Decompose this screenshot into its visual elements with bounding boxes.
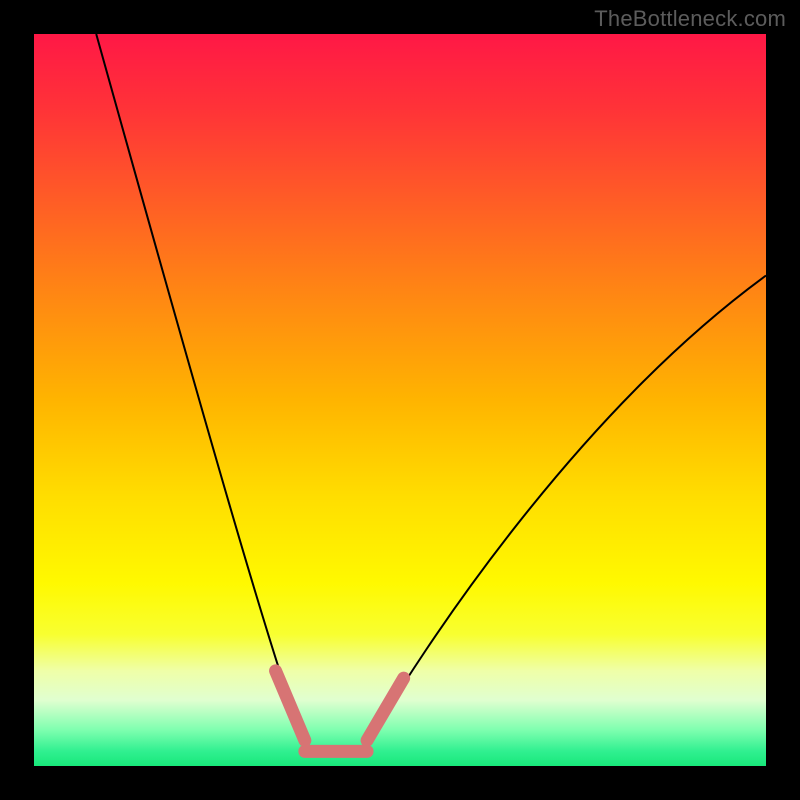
plot-background — [34, 34, 766, 766]
chart-container: TheBottleneck.com — [0, 0, 800, 800]
bottleneck-chart — [0, 0, 800, 800]
